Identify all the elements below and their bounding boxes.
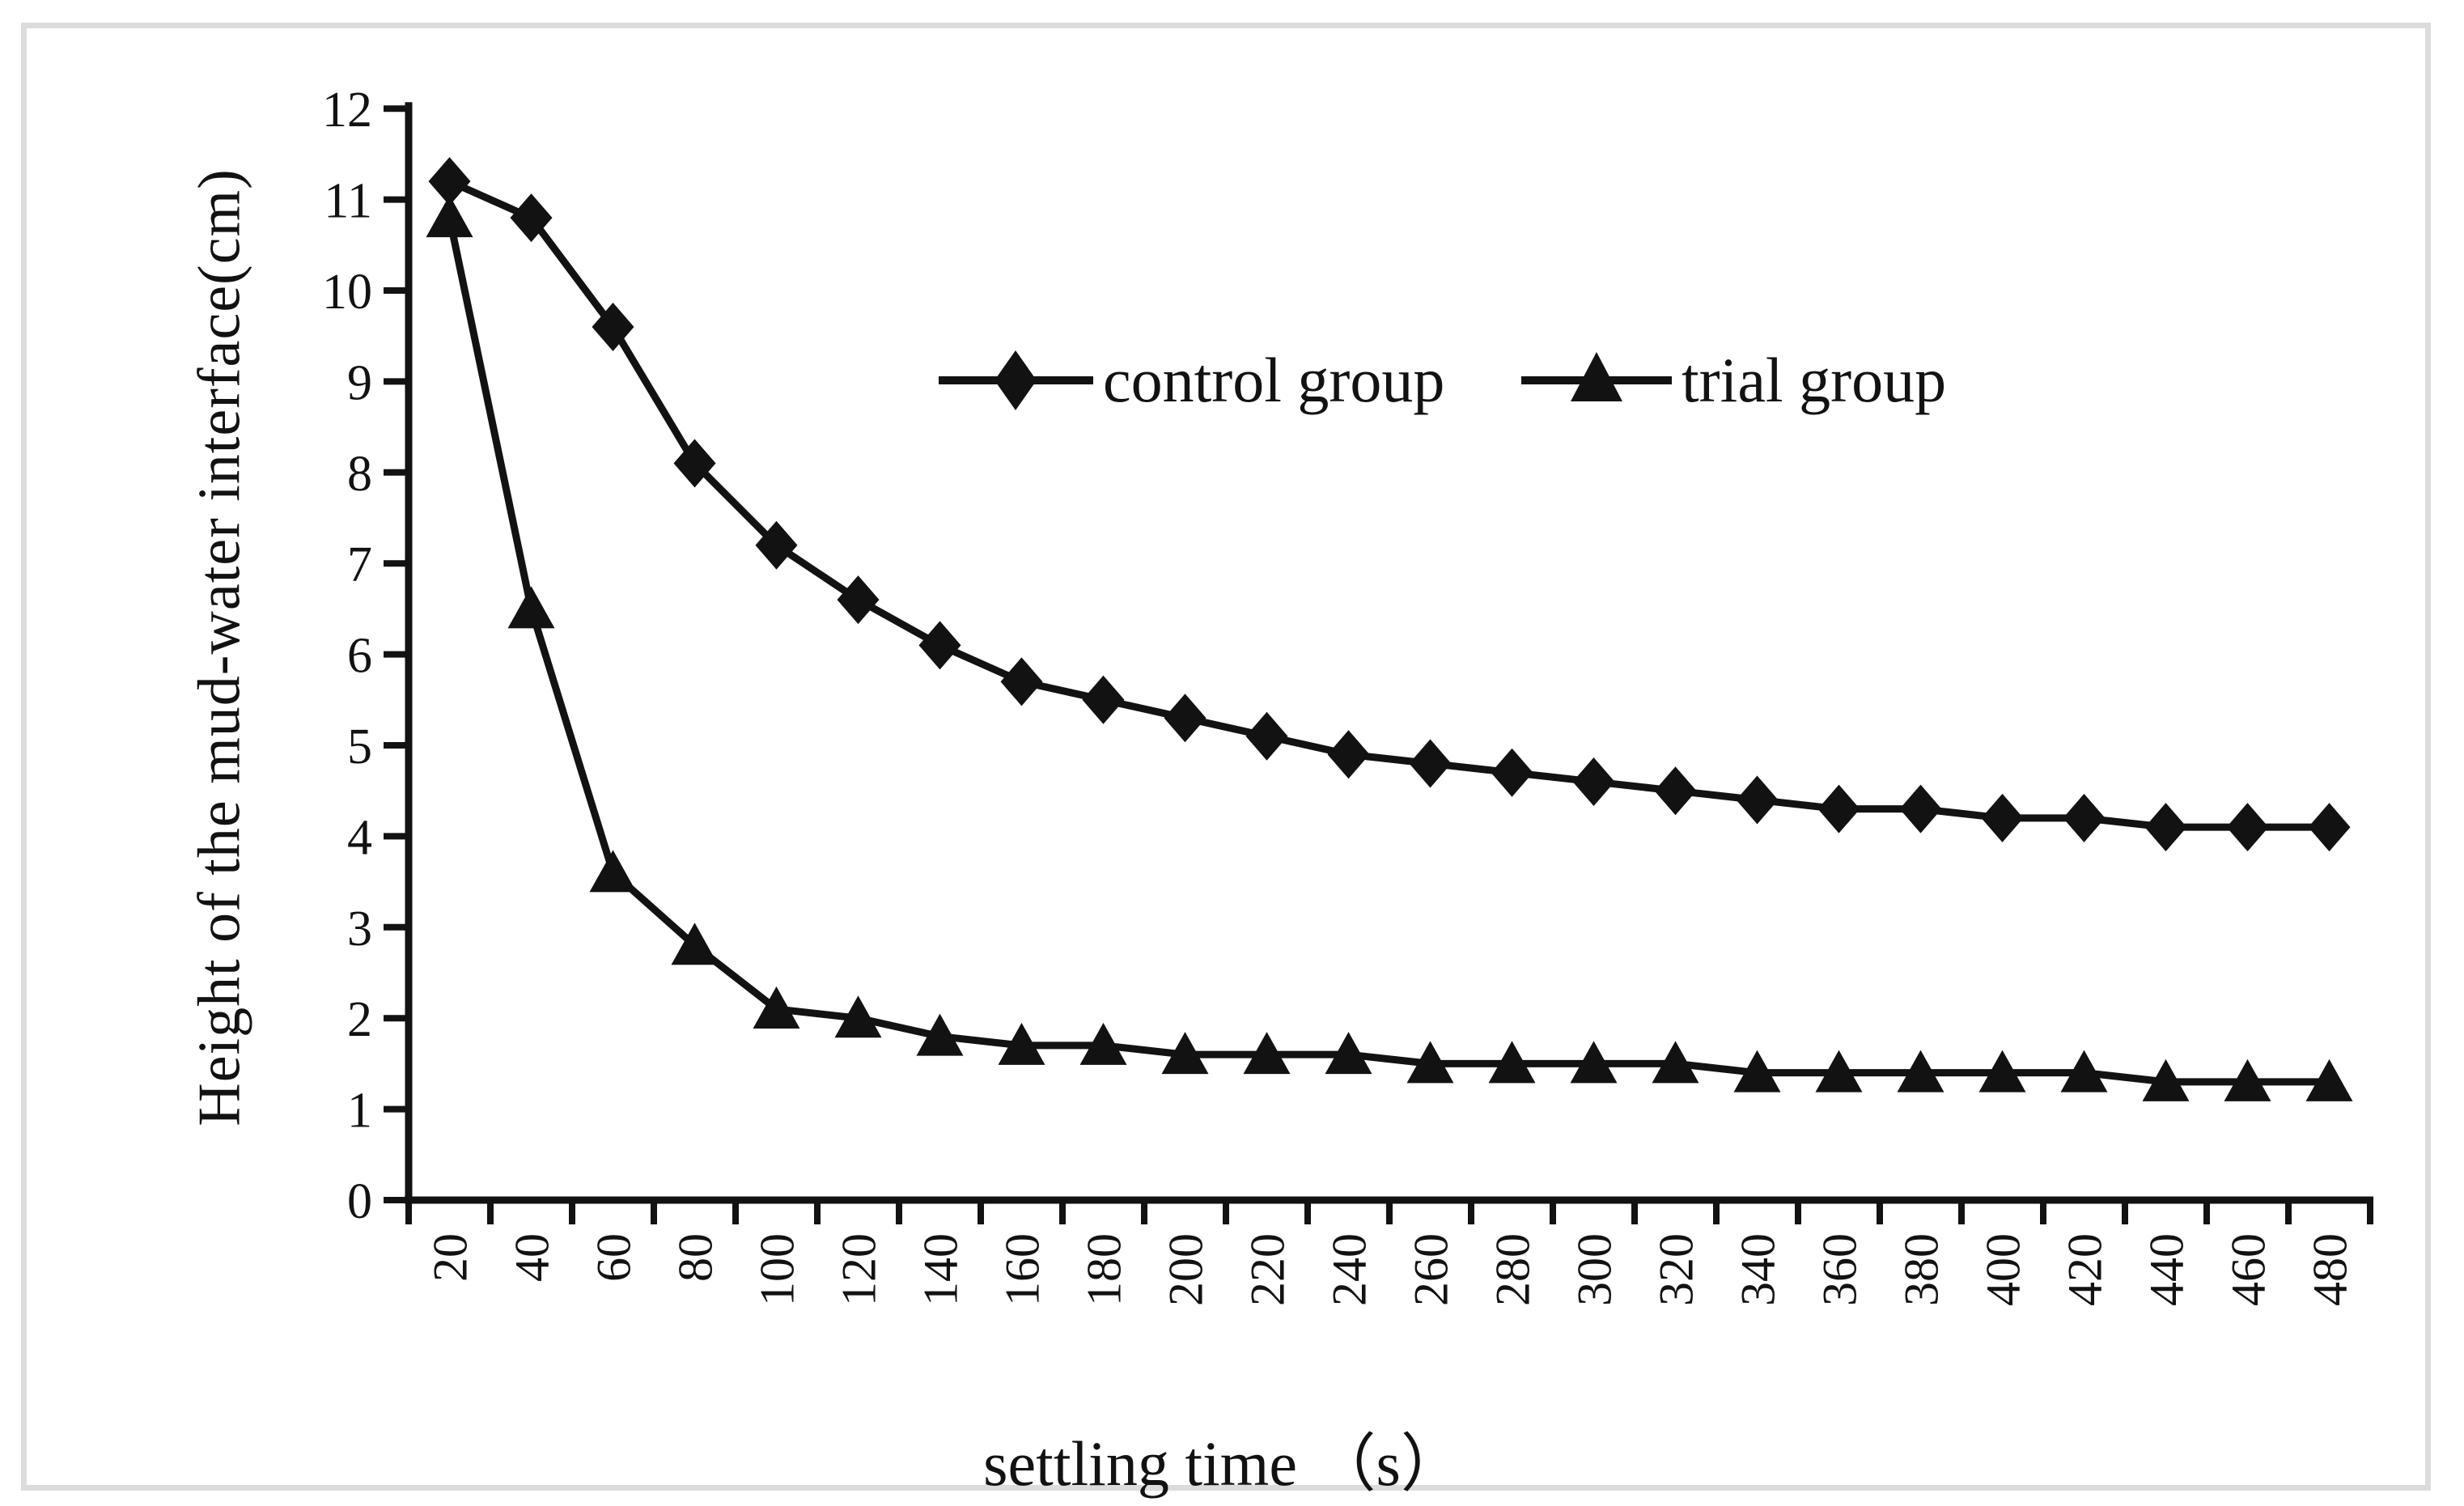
chart-frame bbox=[21, 23, 2431, 1491]
x-tick-label: 460 bbox=[2222, 1233, 2275, 1306]
x-tick-label: 120 bbox=[833, 1233, 886, 1306]
x-tick-label: 420 bbox=[2059, 1233, 2112, 1306]
x-tick-label: 200 bbox=[1160, 1233, 1213, 1306]
trial-group-marker bbox=[753, 986, 800, 1029]
y-tick-label: 5 bbox=[347, 719, 372, 774]
trial-group-marker bbox=[1978, 1050, 2026, 1092]
legend-item-trial-group: trial group bbox=[1520, 343, 1946, 418]
trial-group-marker bbox=[2224, 1058, 2271, 1101]
y-tick-label: 7 bbox=[347, 537, 372, 592]
legend-marker-control-group bbox=[939, 350, 1093, 410]
control-group-marker bbox=[1245, 711, 1288, 761]
trial-group-marker bbox=[1897, 1050, 1944, 1092]
x-tick-label: 60 bbox=[587, 1233, 641, 1282]
legend-label-control-group: control group bbox=[1103, 345, 1445, 415]
control-group-marker bbox=[1654, 766, 1697, 816]
legend-triangle-icon bbox=[1571, 352, 1622, 401]
trial-group-marker bbox=[1161, 1032, 1209, 1075]
trial-group-marker bbox=[1652, 1041, 1699, 1084]
trial-group-marker bbox=[589, 850, 637, 893]
x-tick-label: 220 bbox=[1241, 1233, 1295, 1306]
control-group-marker bbox=[1164, 694, 1207, 743]
trial-group-marker bbox=[998, 1022, 1045, 1065]
x-tick-label: 180 bbox=[1078, 1233, 1131, 1306]
trial-group-marker bbox=[1325, 1032, 1372, 1075]
trial-group-marker bbox=[507, 586, 555, 629]
control-group-marker bbox=[837, 575, 880, 625]
control-group-marker bbox=[1817, 784, 1860, 834]
x-tick-label: 280 bbox=[1486, 1233, 1540, 1306]
x-tick-label: 240 bbox=[1323, 1233, 1376, 1306]
y-tick-label: 11 bbox=[324, 174, 372, 229]
control-group-marker bbox=[1736, 775, 1779, 825]
x-tick-label: 400 bbox=[1977, 1233, 2030, 1306]
control-group-marker bbox=[592, 302, 634, 351]
trial-group-marker bbox=[834, 995, 882, 1038]
x-tick-label: 140 bbox=[914, 1233, 968, 1306]
control-group-marker bbox=[1000, 657, 1043, 706]
x-tick-label: 160 bbox=[996, 1233, 1050, 1306]
control-group-marker bbox=[1491, 748, 1533, 797]
control-group-marker bbox=[2063, 793, 2106, 842]
trial-group-marker bbox=[426, 195, 473, 238]
control-group-marker bbox=[1082, 675, 1125, 724]
x-tick-label: 80 bbox=[669, 1233, 723, 1282]
trial-group-marker bbox=[2060, 1050, 2108, 1092]
x-axis-title: settling time （s） bbox=[983, 1428, 1464, 1499]
trial-group-marker bbox=[1815, 1050, 1863, 1092]
control-group-marker bbox=[2308, 803, 2351, 852]
control-group-marker bbox=[673, 439, 716, 488]
trial-group-marker bbox=[1243, 1032, 1291, 1075]
x-tick-label: 40 bbox=[506, 1233, 559, 1282]
y-tick-label: 1 bbox=[347, 1084, 372, 1139]
x-tick-label: 20 bbox=[424, 1233, 477, 1282]
trial-group-marker bbox=[1079, 1022, 1127, 1065]
x-tick-label: 340 bbox=[1732, 1233, 1785, 1306]
y-tick-label: 10 bbox=[322, 265, 372, 320]
control-group-marker bbox=[1409, 739, 1452, 788]
y-tick-label: 3 bbox=[347, 901, 372, 957]
control-group-line bbox=[446, 177, 2333, 831]
x-tick-label: 260 bbox=[1405, 1233, 1458, 1306]
legend-diamond-icon bbox=[995, 350, 1037, 410]
x-tick-label: 380 bbox=[1895, 1233, 1949, 1306]
trial-group-marker bbox=[2142, 1058, 2190, 1101]
x-tick-label: 360 bbox=[1813, 1233, 1867, 1306]
y-tick-label: 12 bbox=[322, 83, 372, 138]
trial-group-marker bbox=[916, 1013, 964, 1056]
trial-group-marker bbox=[1406, 1041, 1454, 1084]
control-group-marker bbox=[2226, 803, 2269, 852]
y-tick-label: 8 bbox=[347, 447, 372, 502]
legend-label-trial-group: trial group bbox=[1682, 345, 1947, 415]
y-tick-label: 9 bbox=[347, 355, 372, 410]
control-group-marker bbox=[1899, 784, 1942, 834]
legend-marker-trial-group bbox=[1521, 352, 1672, 401]
y-tick-label: 4 bbox=[347, 810, 372, 865]
trial-group-line bbox=[446, 214, 2333, 1086]
control-group-marker bbox=[428, 157, 471, 206]
x-tick-label: 100 bbox=[751, 1233, 804, 1306]
control-group-marker bbox=[510, 193, 553, 243]
control-group-marker bbox=[1981, 793, 2024, 842]
trial-group-marker bbox=[1570, 1041, 1618, 1084]
trial-group-marker bbox=[2305, 1058, 2353, 1101]
x-tick-label: 320 bbox=[1650, 1233, 1703, 1306]
control-group-marker bbox=[1327, 730, 1370, 779]
trial-group-marker bbox=[671, 923, 719, 965]
y-axis-title: Height of the mud-water interface(cm) bbox=[186, 168, 253, 1126]
trial-group-marker bbox=[1733, 1050, 1781, 1092]
x-tick-label: 480 bbox=[2304, 1233, 2357, 1306]
y-tick-label: 6 bbox=[347, 629, 372, 684]
y-tick-label: 0 bbox=[347, 1174, 372, 1229]
control-group-marker bbox=[755, 520, 798, 570]
x-tick-label: 440 bbox=[2140, 1233, 2194, 1306]
y-tick-label: 2 bbox=[347, 992, 372, 1047]
control-group-marker bbox=[1572, 757, 1615, 806]
control-group-marker bbox=[918, 621, 961, 670]
x-tick-label: 300 bbox=[1568, 1233, 1622, 1306]
control-group-marker bbox=[2144, 803, 2187, 852]
legend-item-control-group: control group bbox=[937, 343, 1444, 418]
trial-group-marker bbox=[1488, 1041, 1536, 1084]
